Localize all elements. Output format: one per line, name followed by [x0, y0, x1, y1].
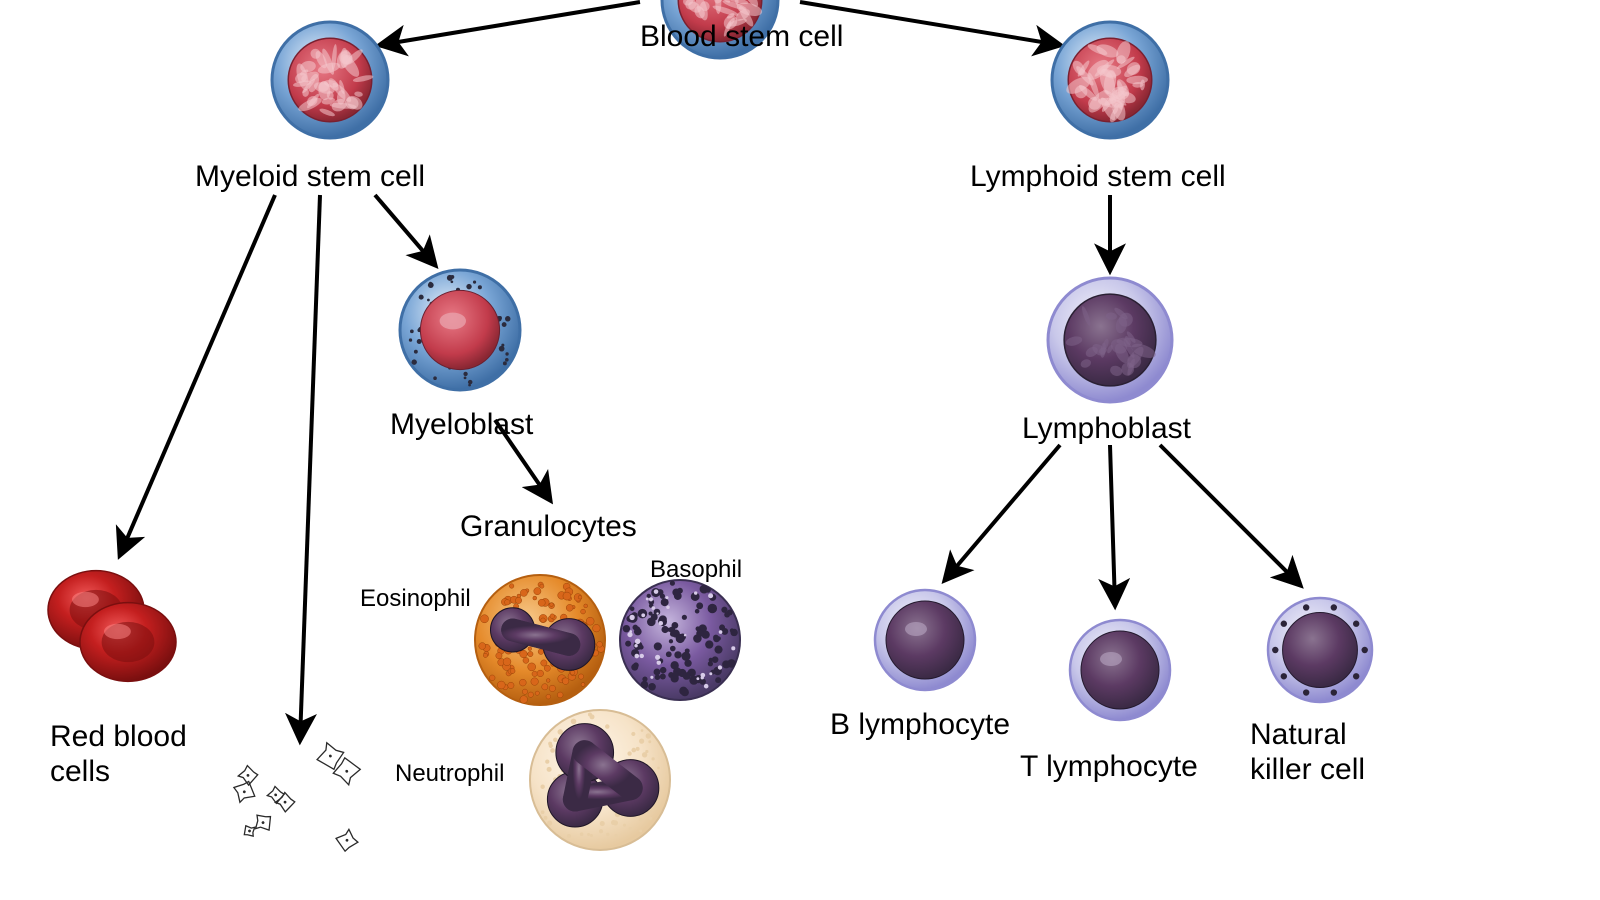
edge-3	[300, 195, 320, 740]
cell-rbc	[48, 571, 176, 682]
label-granulocytes_label: Granulocytes	[460, 510, 637, 545]
label-eosinophil: Eosinophil	[360, 585, 471, 613]
label-lymphoid_stem: Lymphoid stem cell	[970, 160, 1226, 195]
cell-platelets	[230, 739, 363, 853]
cell-lymphoid_stem	[1052, 22, 1168, 138]
edge-0	[380, 2, 640, 45]
label-nk_cell: Natural killer cell	[1250, 718, 1365, 787]
label-neutrophil: Neutrophil	[395, 760, 504, 788]
edge-7	[945, 445, 1060, 580]
edge-8	[1110, 445, 1115, 605]
label-lymphoblast: Lymphoblast	[1022, 412, 1191, 447]
edge-2	[120, 195, 275, 555]
label-blood_stem: Blood stem cell	[640, 20, 843, 55]
cell-neutrophil	[530, 710, 670, 850]
cell-myeloid_stem	[272, 22, 388, 138]
label-t_lymph: T lymphocyte	[1020, 750, 1198, 785]
label-basophil: Basophil	[650, 556, 742, 584]
label-myeloblast: Myeloblast	[390, 408, 533, 443]
label-rbc: Red blood cells	[50, 720, 187, 789]
cell-basophil	[620, 580, 740, 700]
cell-nk_cell	[1268, 598, 1372, 702]
edge-9	[1160, 445, 1300, 585]
cell-b_lymph	[875, 590, 975, 690]
cell-myeloblast	[400, 270, 520, 390]
label-myeloid_stem: Myeloid stem cell	[195, 160, 425, 195]
cell-t_lymph	[1070, 620, 1170, 720]
label-b_lymph: B lymphocyte	[830, 708, 1010, 743]
cell-lymphoblast	[1048, 278, 1172, 402]
edge-4	[375, 195, 435, 265]
cell-eosinophil	[475, 575, 605, 705]
